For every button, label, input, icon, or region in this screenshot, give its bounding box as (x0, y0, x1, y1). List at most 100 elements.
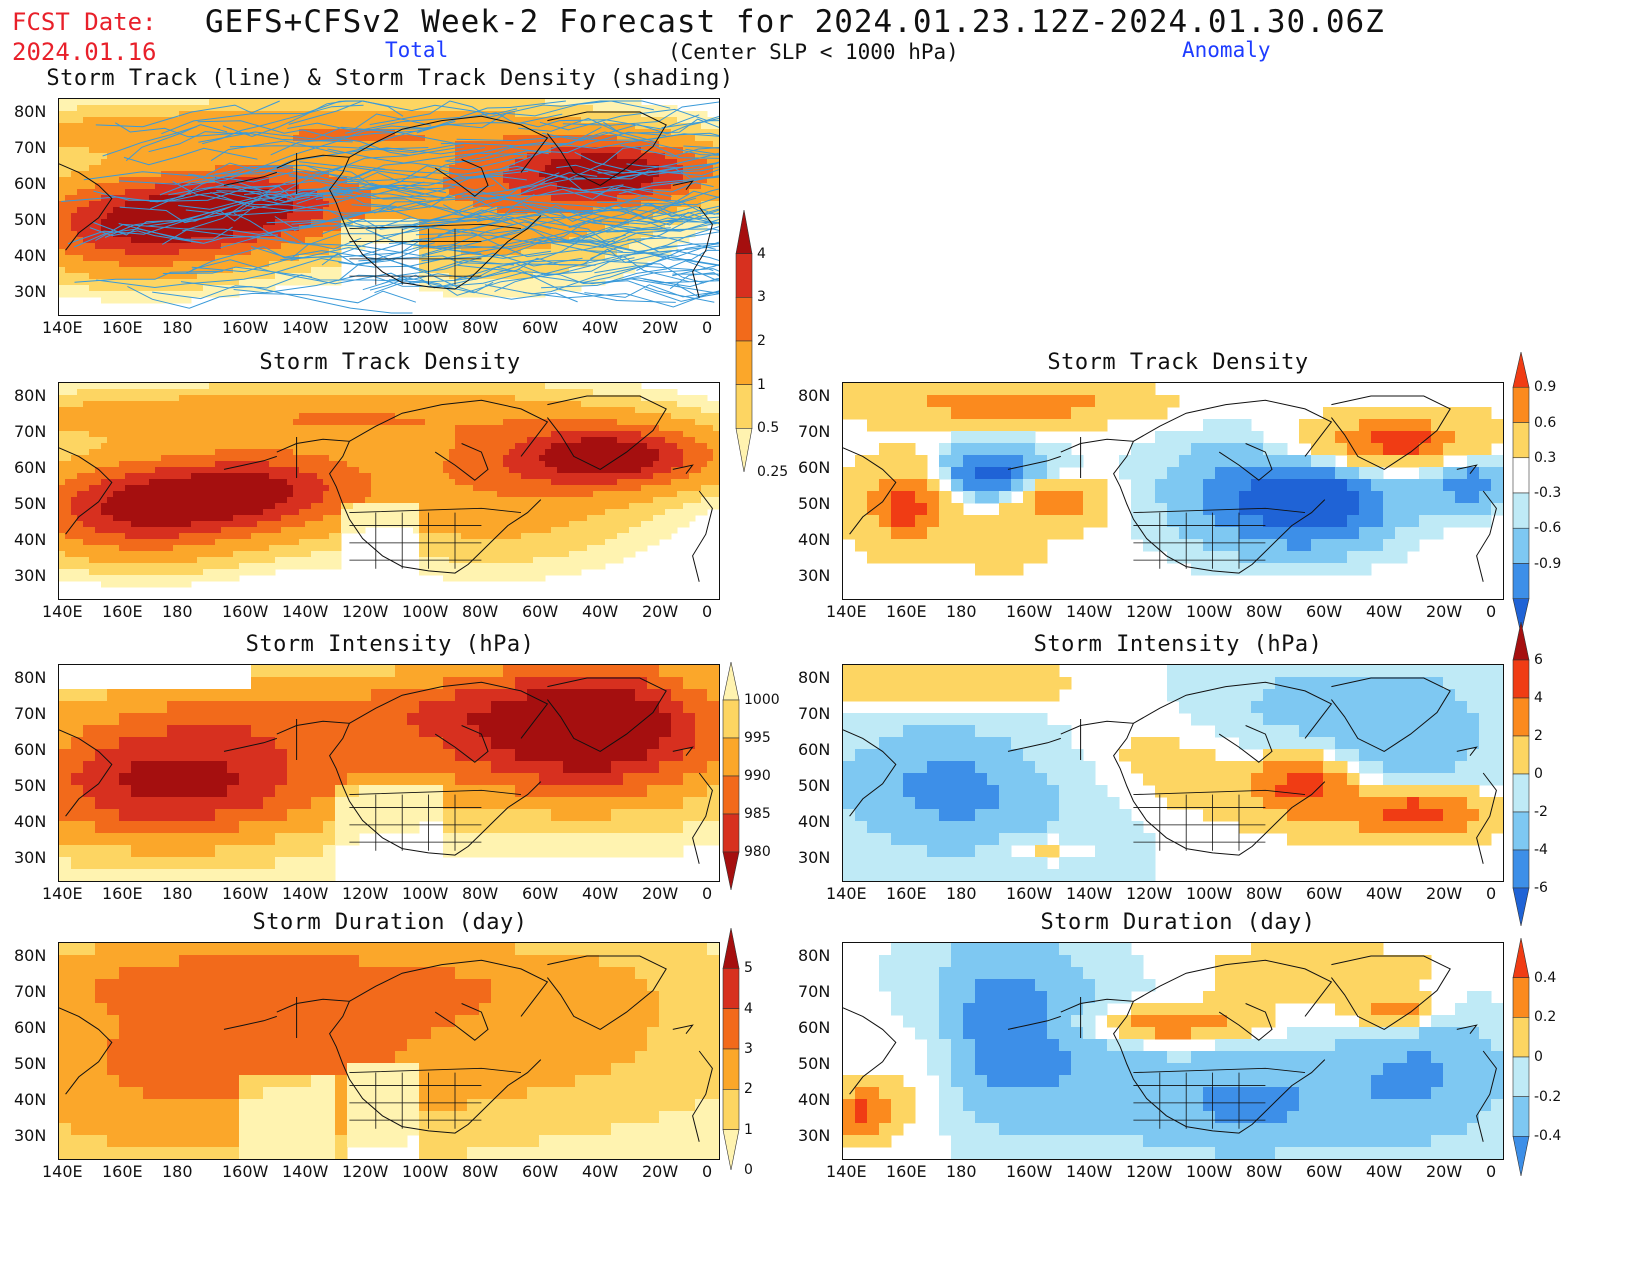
colorbar-label: 4 (757, 245, 766, 262)
lon-tick-label: 100W (402, 1162, 449, 1181)
total-column-label: Total (385, 38, 449, 62)
panel-title: Storm Duration (day) (1040, 910, 1316, 935)
colorbar-label: -4 (1534, 842, 1548, 858)
lat-tick-label: 80N (798, 668, 831, 688)
lon-tick-label: 100W (402, 884, 449, 903)
lon-tick-label: 40W (582, 884, 619, 903)
lat-tick-label: 40N (798, 812, 831, 832)
lat-tick-label: 70N (14, 982, 47, 1002)
lon-tick-label: 80W (1246, 602, 1283, 621)
lon-tick-label: 60W (522, 318, 559, 337)
lon-tick-label: 60W (1306, 602, 1343, 621)
colorbar-duration_total (722, 927, 740, 1174)
lat-tick-label: 40N (14, 1090, 47, 1110)
lat-tick-label: 50N (14, 1054, 47, 1074)
lon-tick-label: 100W (402, 602, 449, 621)
lon-tick-label: 140E (42, 318, 83, 337)
lon-tick-label: 100W (402, 318, 449, 337)
colorbar-density_anom (1512, 351, 1530, 638)
lon-tick-label: 160E (102, 884, 143, 903)
lat-tick-label: 40N (14, 246, 47, 266)
lon-tick-label: 160E (102, 602, 143, 621)
lon-tick-label: 140W (1066, 1162, 1113, 1181)
page-title: GEFS+CFSv2 Week-2 Forecast for 2024.01.2… (205, 4, 1385, 40)
lat-tick-label: 40N (798, 530, 831, 550)
lon-tick-label: 120W (342, 1162, 389, 1181)
lat-tick-label: 60N (798, 458, 831, 478)
panel-title: Storm Track Density (259, 350, 521, 375)
lon-tick-label: 60W (522, 602, 559, 621)
lat-tick-label: 30N (14, 566, 47, 586)
lon-tick-label: 140W (282, 602, 329, 621)
colorbar-label: -2 (1534, 804, 1548, 820)
lon-tick-label: 160W (222, 1162, 269, 1181)
colorbar-label: 0 (744, 1162, 753, 1178)
lon-tick-label: 20W (1426, 884, 1463, 903)
lon-tick-label: 20W (642, 884, 679, 903)
lon-tick-label: 60W (522, 1162, 559, 1181)
lon-tick-label: 180 (946, 884, 977, 903)
colorbar-label: -0.9 (1534, 555, 1562, 572)
colorbar-intensity_anom (1512, 621, 1530, 930)
colorbar-label: 2 (744, 1081, 753, 1098)
lon-tick-label: 80W (1246, 1162, 1283, 1181)
lon-tick-label: 40W (1366, 884, 1403, 903)
anomaly-column-label: Anomaly (1182, 38, 1271, 62)
colorbar-label: 1 (744, 1121, 753, 1138)
colorbar-label: 995 (744, 730, 771, 746)
lat-tick-label: 50N (14, 494, 47, 514)
lon-tick-label: 100W (1186, 602, 1233, 621)
lon-tick-label: 160E (102, 1162, 143, 1181)
panel-title: Storm Duration (day) (252, 910, 528, 935)
colorbar-label: 3 (744, 1041, 753, 1057)
lon-tick-label: 80W (462, 602, 499, 621)
lon-tick-label: 160W (222, 602, 269, 621)
lat-tick-label: 60N (798, 1018, 831, 1038)
lon-tick-label: 140W (282, 318, 329, 337)
lat-tick-label: 80N (14, 102, 47, 122)
lat-tick-label: 40N (14, 812, 47, 832)
lon-tick-label: 60W (1306, 884, 1343, 903)
lon-tick-label: 20W (642, 1162, 679, 1181)
lon-tick-label: 0 (702, 602, 713, 621)
lon-tick-label: 180 (162, 884, 193, 903)
colorbar-label: 5 (744, 960, 753, 977)
lon-tick-label: 160W (1006, 602, 1053, 621)
colorbar-label: 0.25 (757, 464, 789, 480)
lat-tick-label: 70N (14, 422, 47, 442)
panel-title: Storm Intensity (hPa) (245, 632, 535, 657)
colorbar-label: 1000 (744, 692, 780, 708)
colorbar-label: 3 (757, 289, 766, 306)
lat-tick-label: 60N (14, 740, 47, 760)
colorbar-label: 0.3 (1534, 449, 1557, 466)
lat-tick-label: 50N (14, 776, 47, 796)
colorbar-label: -0.4 (1534, 1128, 1562, 1145)
lon-tick-label: 120W (342, 884, 389, 903)
lat-tick-label: 50N (798, 494, 831, 514)
lat-tick-label: 50N (798, 776, 831, 796)
lon-tick-label: 40W (582, 1162, 619, 1181)
map-panel-density-anom (842, 382, 1504, 600)
lon-tick-label: 60W (1306, 1162, 1343, 1181)
colorbar-label: 0.6 (1534, 414, 1557, 431)
lat-tick-label: 30N (14, 1126, 47, 1146)
colorbar-label: 0.5 (757, 420, 780, 437)
lon-tick-label: 20W (1426, 1162, 1463, 1181)
lat-tick-label: 60N (14, 458, 47, 478)
lon-tick-label: 180 (162, 1162, 193, 1181)
lat-tick-label: 70N (14, 704, 47, 724)
lon-tick-label: 140E (42, 602, 83, 621)
map-panel-intensity-total (58, 664, 720, 882)
lat-tick-label: 50N (798, 1054, 831, 1074)
lon-tick-label: 120W (1126, 602, 1173, 621)
colorbar-label: 0 (1534, 1049, 1543, 1065)
colorbar-duration_anom (1512, 937, 1530, 1180)
colorbar-density_total (735, 209, 753, 476)
lon-tick-label: 80W (462, 884, 499, 903)
lon-tick-label: 0 (702, 884, 713, 903)
lon-tick-label: 20W (642, 602, 679, 621)
lon-tick-label: 140W (1066, 602, 1113, 621)
lon-tick-label: 120W (342, 318, 389, 337)
panel-title: Storm Track Density (1047, 350, 1309, 375)
lat-tick-label: 80N (798, 946, 831, 966)
